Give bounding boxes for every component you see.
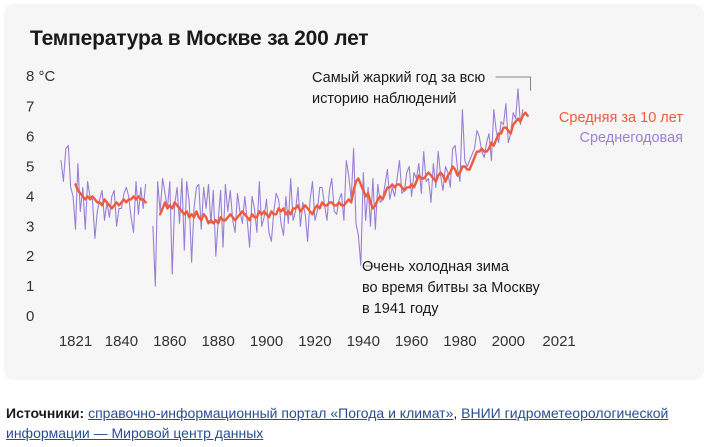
- sources-label: Источники:: [6, 405, 85, 421]
- x-tick-label: 1840: [105, 333, 138, 350]
- x-tick-label: 1920: [298, 333, 331, 350]
- y-tick-label: 0: [26, 308, 34, 325]
- series-line-annual: [60, 145, 147, 239]
- source-link-vniigmi[interactable]: ВНИИ гидрометеорологической информации —…: [6, 405, 669, 441]
- y-tick-label: 4: [26, 188, 34, 205]
- x-tick-label: 1940: [347, 333, 380, 350]
- annotations: Самый жаркий год за всю историю наблюдени…: [312, 70, 541, 317]
- annotation-hottest-year: историю наблюдений: [312, 91, 456, 107]
- y-tick-label: 3: [26, 218, 34, 235]
- y-tick-label: 7: [26, 99, 34, 116]
- x-tick-label: 1980: [443, 333, 476, 350]
- x-tick-label: 1880: [201, 333, 234, 350]
- chart-title: Температура в Москве за 200 лет: [30, 27, 369, 50]
- annotation-cold-winter-1941: Очень холодная зима: [362, 259, 510, 275]
- y-tick-label: 1: [26, 278, 34, 295]
- x-axis: 1821 1840 1860 1880 1900 1920 1940 1960 1980 2000…: [59, 333, 576, 350]
- sources-note: Источники: справочно-информационный порт…: [6, 403, 700, 443]
- legend-item: Среднегодовая: [579, 130, 683, 146]
- x-tick-label: 2000: [492, 333, 525, 350]
- annotation-cold-winter-1941: во время битвы за Москву: [362, 280, 541, 296]
- y-tick-label: 6: [26, 129, 34, 146]
- y-tick-label: 2: [26, 248, 34, 265]
- y-tick-label: 8 °C: [26, 68, 56, 85]
- annotation-hottest-year: Самый жаркий год за всю: [312, 70, 485, 86]
- legend-item: Средняя за 10 лет: [559, 110, 683, 126]
- y-axis: 8 °C 0 1 2 3 4 5 6 7: [26, 68, 56, 325]
- legend: Средняя за 10 лет Среднегодовая: [559, 110, 683, 146]
- y-tick-label: 5: [26, 159, 34, 176]
- chart-series: [60, 88, 529, 287]
- annotation-cold-winter-1941: в 1941 году: [362, 301, 439, 317]
- x-tick-label: 1821: [59, 333, 92, 350]
- source-link-weather-portal[interactable]: справочно-информационный портал «Погода …: [88, 405, 454, 421]
- x-tick-label: 1860: [153, 333, 186, 350]
- temperature-chart: 8 °C 0 1 2 3 4 5 6 7 1821 1840 1860 1880 1900 1920 194…: [26, 68, 683, 350]
- series-line-10yr-mean: [158, 111, 529, 225]
- x-tick-label: 1900: [250, 333, 283, 350]
- annotation-leader-line: [495, 76, 532, 91]
- x-tick-label: 1960: [395, 333, 428, 350]
- series-line-10yr-mean: [74, 183, 147, 210]
- x-tick-label: 2021: [542, 333, 575, 350]
- series-line-annual: [152, 88, 524, 287]
- sources-separator: ,: [453, 405, 462, 421]
